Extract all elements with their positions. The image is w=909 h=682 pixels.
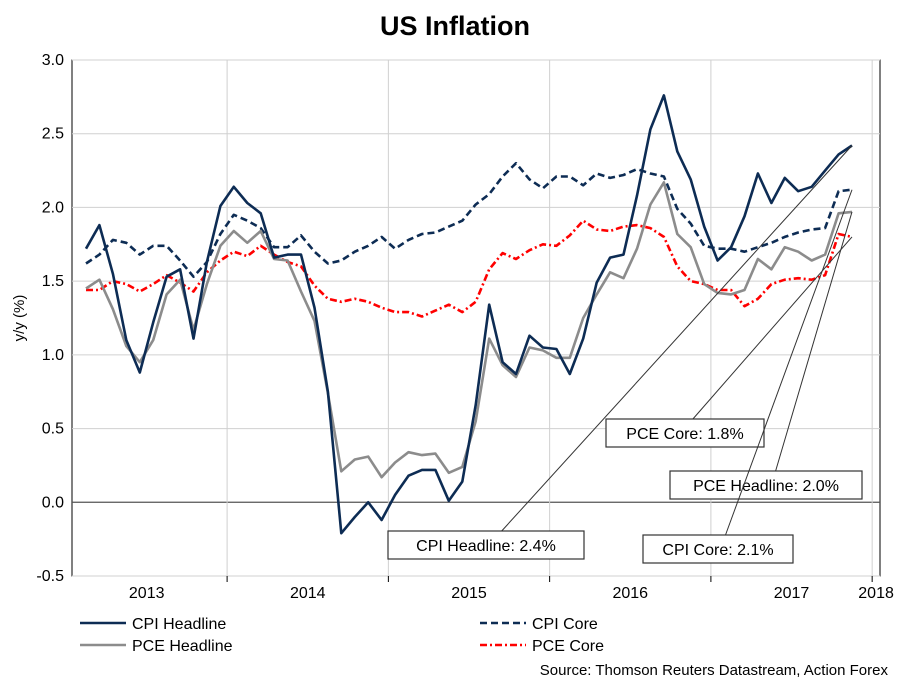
x-tick-label: 2013 [129, 585, 165, 602]
x-tick-label: 2014 [290, 585, 326, 602]
y-tick-label: 0.5 [42, 421, 64, 438]
annotation-box-cpi-core [642, 534, 794, 564]
x-tick-label: 2018 [858, 585, 894, 602]
grid [71, 59, 881, 582]
annotation-leader-pce-core [692, 236, 853, 420]
y-tick-label: 1.5 [42, 273, 64, 290]
series-line-cpi-core [85, 161, 853, 279]
legend-label-pce-core: PCE Core [532, 638, 604, 655]
y-axis-ticks: 3.0 2.5 2.0 1.5 1.0 0.5 0.0 -0.5 [36, 52, 64, 585]
chart-title: US Inflation [380, 11, 530, 41]
legend-label-pce-headline: PCE Headline [132, 638, 233, 655]
y-axis-label: y/y (%) [11, 295, 28, 342]
annotation-label-pce-headline: PCE Headline: 2.0% [693, 478, 839, 495]
x-tick-label: 2016 [612, 585, 648, 602]
annotation-leader-cpi-headline [501, 145, 853, 532]
y-tick-label: -0.5 [36, 568, 64, 585]
y-tick-label: 2.5 [42, 126, 64, 143]
annotation-label-cpi-headline: CPI Headline: 2.4% [416, 538, 556, 555]
annotations: PCE Core: 1.8% PCE Headline: 2.0% CPI Head… [387, 145, 863, 564]
x-axis-ticks: 2013 2014 2015 2016 2017 2018 [129, 585, 894, 602]
annotation-box-pce-headline [669, 470, 863, 500]
series-line-cpi-headline [84, 94, 853, 535]
x-tick-label: 2017 [774, 585, 810, 602]
annotation-leader-pce-headline [775, 211, 853, 472]
annotation-label-cpi-core: CPI Core: 2.1% [662, 542, 773, 559]
legend: CPI Headline CPI Core PCE Headline PCE Core [80, 616, 604, 655]
y-tick-label: 1.0 [42, 347, 64, 364]
x-tick-label: 2015 [451, 585, 487, 602]
y-tick-label: 2.0 [42, 199, 64, 216]
y-tick-label: 0.0 [42, 494, 64, 511]
legend-label-cpi-headline: CPI Headline [132, 616, 226, 633]
annotation-label-pce-core: PCE Core: 1.8% [626, 426, 743, 443]
annotation-box-pce-core [605, 418, 765, 448]
annotation-leader-cpi-core [725, 189, 853, 536]
source-note: Source: Thomson Reuters Datastream, Acti… [540, 662, 889, 679]
annotation-box-cpi-headline [387, 530, 585, 560]
legend-label-cpi-core: CPI Core [532, 616, 598, 633]
y-tick-label: 3.0 [42, 52, 64, 69]
series-lines [84, 94, 853, 535]
